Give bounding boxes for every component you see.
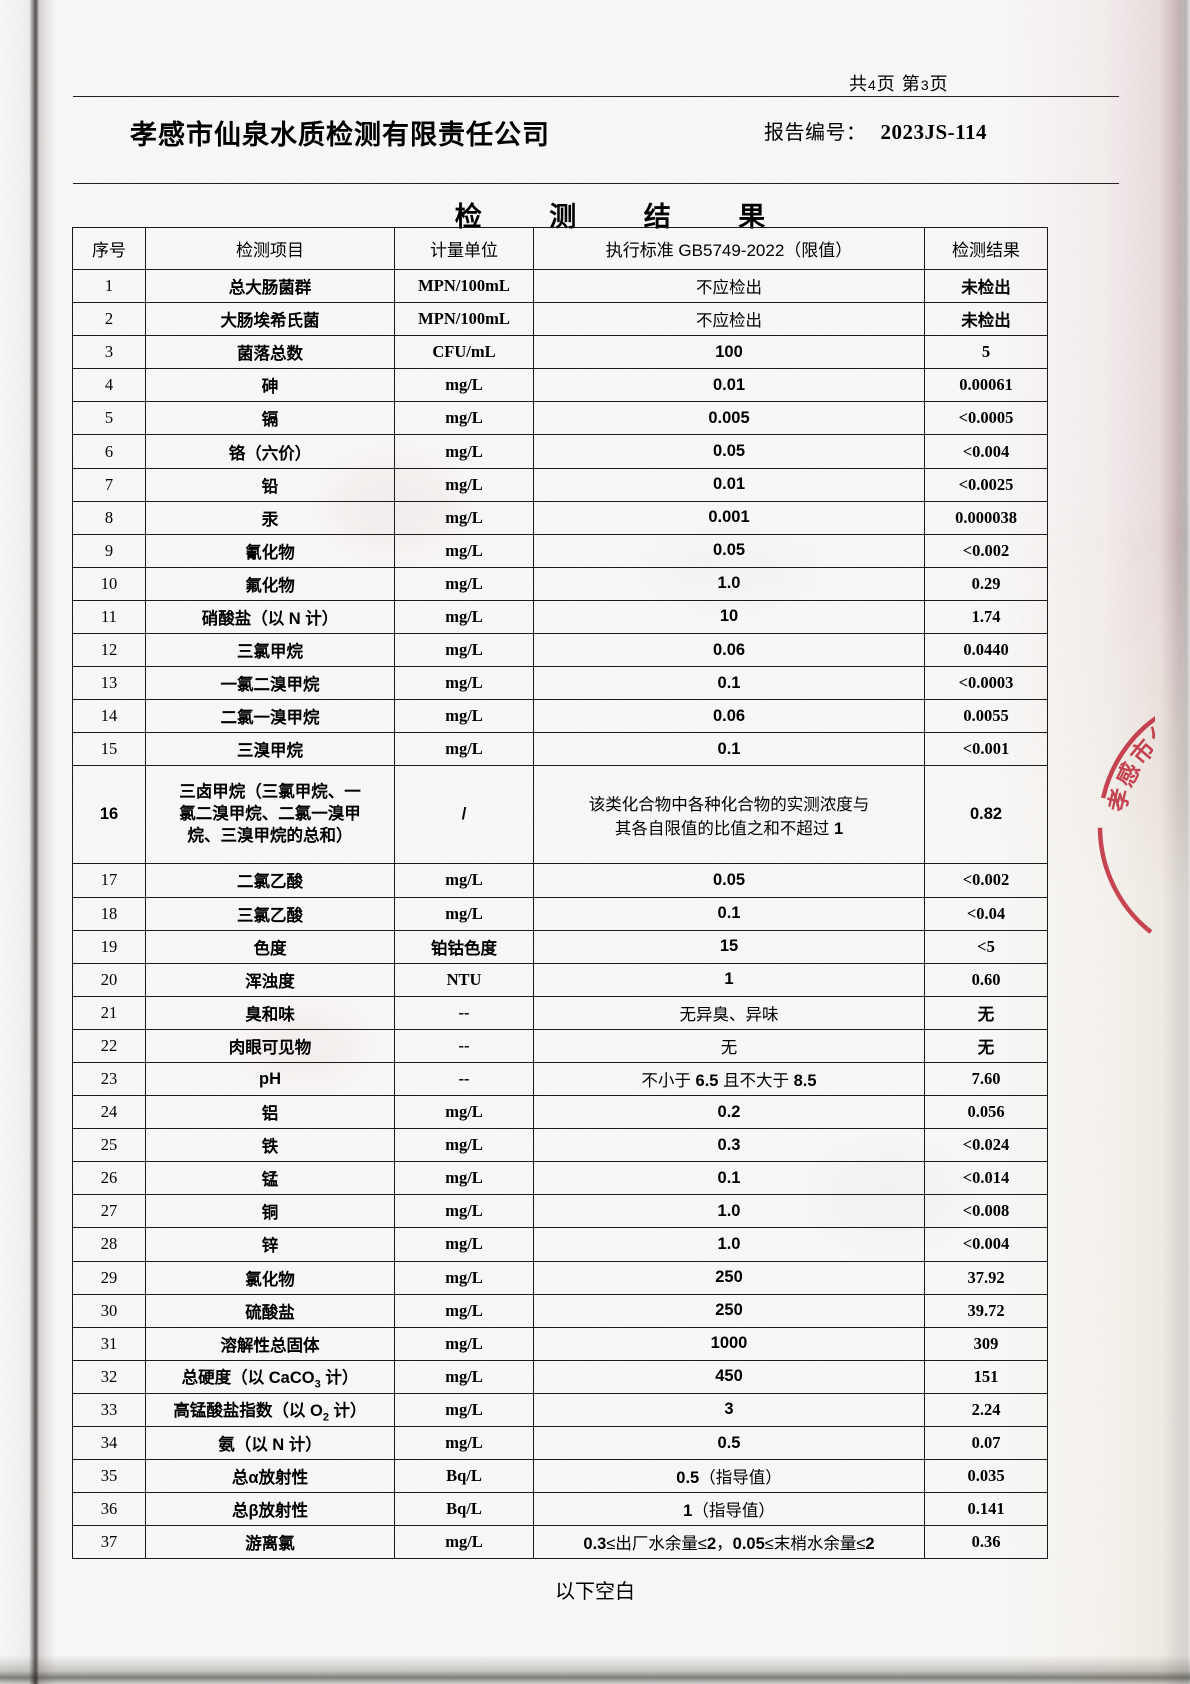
- svg-text:孝感市仙泉水质检: 孝感市仙泉水质检: [1104, 696, 1190, 816]
